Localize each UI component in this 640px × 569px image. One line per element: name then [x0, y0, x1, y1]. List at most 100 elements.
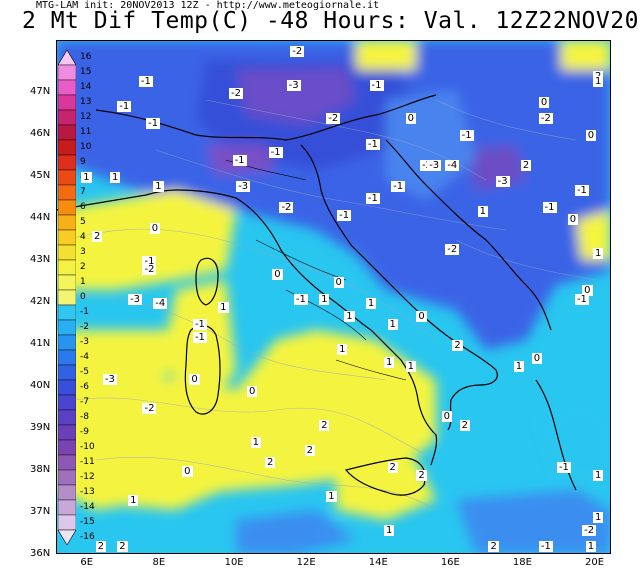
legend-label: -10	[80, 442, 95, 452]
legend-label: 6	[80, 202, 86, 212]
temperature-value-label: 0	[247, 386, 258, 398]
longitude-label: 18E	[512, 557, 532, 568]
temperature-value-label: -1	[556, 461, 571, 473]
legend-label: -3	[80, 337, 89, 347]
legend-label: 12	[80, 112, 92, 122]
legend-label: -15	[80, 517, 95, 527]
temperature-value-label: -1	[365, 193, 380, 205]
temperature-value-label: 1	[593, 470, 604, 482]
legend-label: 4	[80, 232, 86, 242]
temperature-value-label: -1	[574, 184, 589, 196]
temperature-value-label: -3	[286, 79, 301, 91]
legend-label: -16	[80, 532, 95, 542]
legend-label: -5	[80, 367, 89, 377]
latitude-label: 36N	[30, 548, 51, 559]
temperature-value-label: -1	[459, 130, 474, 142]
temperature-value-label: 1	[383, 524, 395, 536]
legend-label: 14	[80, 82, 92, 92]
temperature-value-label: -2	[445, 243, 460, 255]
legend-label: -1	[80, 307, 89, 317]
temperature-value-label: -2	[228, 88, 243, 100]
longitude-label: 16E	[440, 557, 460, 568]
temperature-value-label: 2	[387, 461, 398, 473]
latitude-label: 47N	[30, 86, 51, 98]
subtitle: MTG-LAM init: 20NOV2013 12Z - http://www…	[36, 0, 380, 11]
color-legend	[57, 49, 77, 546]
temperature-value-label: 1	[326, 491, 337, 503]
temperature-value-label: 2	[92, 230, 103, 242]
temperature-value-label: 1	[513, 360, 525, 372]
temperature-value-label: -1	[365, 138, 380, 150]
temperature-value-label: 0	[182, 465, 193, 477]
temperature-value-label: -1	[142, 256, 157, 268]
legend-label: -11	[80, 457, 95, 467]
latitude-label: 39N	[30, 422, 51, 434]
temperature-value-label: 2	[265, 457, 276, 469]
latitude-label: 45N	[30, 170, 51, 182]
longitude-label: 8E	[152, 557, 166, 568]
legend-label: -12	[80, 472, 95, 482]
temperature-value-label: 2	[488, 541, 499, 552]
temperature-value-label: 2	[117, 541, 128, 552]
temperature-value-label: 1	[592, 512, 604, 524]
temperature-value-label: 1	[387, 319, 398, 331]
temperature-value-label: -2	[419, 159, 434, 171]
latitude-label: 46N	[30, 128, 51, 140]
temperature-value-label: 0	[405, 113, 416, 125]
legend-label: -9	[80, 427, 89, 437]
temperature-value-label: 2	[520, 159, 532, 171]
temperature-value-label: 2	[95, 541, 107, 552]
longitude-label: 20E	[584, 557, 605, 568]
temperature-value-label: 1	[337, 344, 348, 356]
temperature-value-label: 2	[416, 470, 427, 482]
temperature-value-label: -1	[192, 319, 207, 331]
legend-label: 1	[80, 277, 86, 287]
legend-label: 7	[80, 187, 86, 197]
temperature-value-label: -1	[538, 541, 553, 552]
temperature-value-label: -1	[337, 209, 352, 221]
temperature-value-label: -2	[538, 113, 553, 125]
temperature-value-label: 1	[365, 298, 377, 310]
temperature-value-label: 1	[593, 247, 604, 259]
latitude-label: 43N	[30, 254, 51, 266]
latitude-label: 42N	[30, 296, 51, 308]
temperature-value-label: -2	[142, 264, 157, 276]
temperature-value-label: 2	[459, 419, 470, 431]
map-title: 2 Mt Dif Temp(C) -48 Hours: Val. 12Z22NO…	[22, 8, 640, 34]
longitude-label: 10E	[224, 557, 244, 568]
legend-label: -4	[80, 352, 89, 362]
latitude-label: 37N	[30, 506, 51, 518]
temperature-value-label: 0	[189, 373, 200, 385]
legend-label: 2	[80, 262, 86, 272]
latitude-label: 40N	[30, 380, 51, 392]
temperature-value-label: 1	[477, 205, 489, 217]
temperature-value-label: -1	[574, 293, 589, 305]
temperature-value-label: 0	[272, 268, 283, 280]
legend-label: -14	[80, 502, 95, 512]
temperature-value-label: 0	[333, 277, 344, 289]
latitude-label: 44N	[30, 212, 51, 224]
temperature-value-label: 1	[110, 172, 121, 184]
legend-label: 3	[80, 247, 86, 257]
temperature-value-label: 0	[538, 96, 550, 108]
temperature-value-label: -2	[290, 46, 305, 58]
temperature-value-label: -3	[236, 180, 251, 192]
temperature-value-label: -1	[232, 155, 247, 167]
temperature-value-label: 1	[593, 75, 604, 87]
temperature-value-label: 2	[319, 419, 330, 431]
temperature-value-label: -1	[146, 117, 161, 129]
latitude-label: 41N	[30, 338, 51, 350]
temperature-value-label: 0	[585, 130, 597, 142]
legend-label: -7	[80, 397, 89, 407]
temperature-value-label: -2	[279, 201, 294, 213]
temperature-value-label: 0	[567, 214, 579, 226]
latitude-label: 38N	[30, 464, 51, 476]
temperature-value-label: 1	[153, 180, 164, 192]
temperature-value-label: 1	[250, 436, 261, 448]
temperature-value-label: -3	[427, 159, 442, 171]
temperature-value-label: 0	[416, 310, 427, 322]
temperature-value-label: 1	[585, 541, 597, 552]
temperature-value-label: 0	[149, 222, 161, 234]
temperature-value-label: 1	[81, 172, 92, 184]
coastline	[56, 94, 577, 496]
